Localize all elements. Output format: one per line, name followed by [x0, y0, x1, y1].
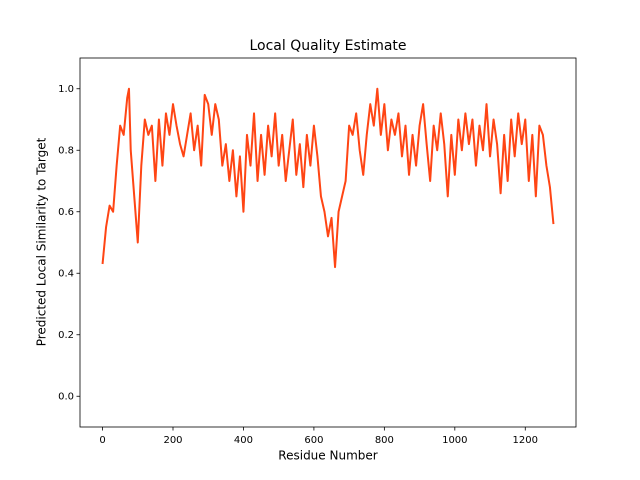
- y-tick-label: 0.8: [58, 145, 74, 156]
- x-axis-label: Residue Number: [278, 449, 377, 463]
- x-tick-label: 1000: [442, 435, 467, 446]
- y-tick-label: 0.0: [58, 391, 74, 402]
- x-tick-label: 1200: [513, 435, 538, 446]
- plot-frame: [79, 57, 577, 428]
- y-tick-label: 0.4: [58, 268, 74, 279]
- x-tick-label: 400: [234, 435, 253, 446]
- x-tick-label: 600: [304, 435, 323, 446]
- y-tick-label: 0.2: [58, 330, 74, 341]
- y-tick-label: 1.0: [58, 84, 74, 95]
- x-tick-label: 800: [375, 435, 394, 446]
- data-line: [101, 87, 555, 269]
- y-tick-label: 0.6: [58, 207, 74, 218]
- x-tick-label: 0: [99, 435, 105, 446]
- y-axis-label: Predicted Local Similarity to Target: [35, 137, 49, 346]
- x-tick-label: 200: [163, 435, 182, 446]
- chart-title: Local Quality Estimate: [249, 38, 406, 54]
